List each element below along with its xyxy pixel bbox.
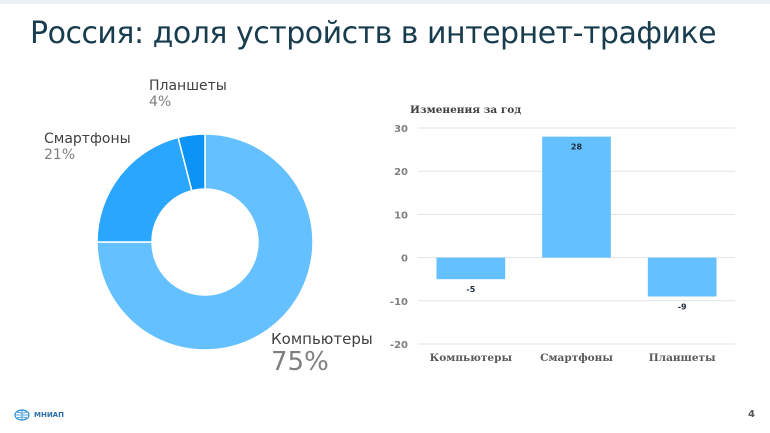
- y-tick-label: 0: [401, 254, 408, 265]
- x-category-label: Планшеты: [649, 352, 716, 364]
- donut-label-tablets: Планшеты 4%: [149, 78, 227, 110]
- y-tick-label: -20: [390, 340, 408, 351]
- donut-slice-0: [96, 133, 314, 351]
- y-tick-label: 10: [394, 210, 408, 221]
- bar-chart: 30 20 10 0 -10 -20 -5 Компьютеры 28 Смартфоны -9 Пл…: [390, 124, 735, 364]
- donut-label-computers: Компьютеры 75%: [271, 330, 373, 378]
- donut-label-computers-pct: 75%: [271, 347, 329, 378]
- donut-label-tablets-pct: 4%: [149, 94, 172, 111]
- x-category-label: Смартфоны: [540, 352, 613, 364]
- donut-label-smartphones: Смартфоны 21%: [44, 131, 131, 163]
- logo-text: МНИАП: [34, 411, 64, 419]
- donut-label-tablets-name: Планшеты: [149, 78, 227, 94]
- page-number: 4: [748, 409, 755, 420]
- donut-label-smartphones-pct: 21%: [44, 147, 76, 164]
- slide-title: Россия: доля устройств в интернет-трафик…: [30, 16, 717, 51]
- y-tick-label: -10: [390, 297, 408, 308]
- donut-slice-1: [96, 136, 193, 243]
- y-tick-label: 30: [394, 124, 408, 135]
- donut-slice-2: [177, 133, 206, 192]
- top-rule: [0, 0, 770, 4]
- footer-logo: МНИАП: [14, 409, 64, 421]
- bar-chart-title: Изменения за год: [410, 104, 522, 116]
- donut-label-smartphones-name: Смартфоны: [44, 131, 131, 147]
- bar-2: [647, 257, 717, 297]
- bar-1: [542, 136, 611, 258]
- globe-logo-icon: [14, 409, 30, 421]
- y-tick-label: 20: [394, 167, 408, 178]
- bar-data-label: 28: [571, 143, 583, 152]
- bar-data-label: -5: [466, 285, 475, 294]
- x-category-label: Компьютеры: [430, 352, 513, 364]
- bar-data-label: -9: [678, 302, 687, 311]
- donut-chart: [96, 133, 314, 351]
- bar-0: [436, 257, 506, 280]
- donut-label-computers-name: Компьютеры: [271, 330, 373, 348]
